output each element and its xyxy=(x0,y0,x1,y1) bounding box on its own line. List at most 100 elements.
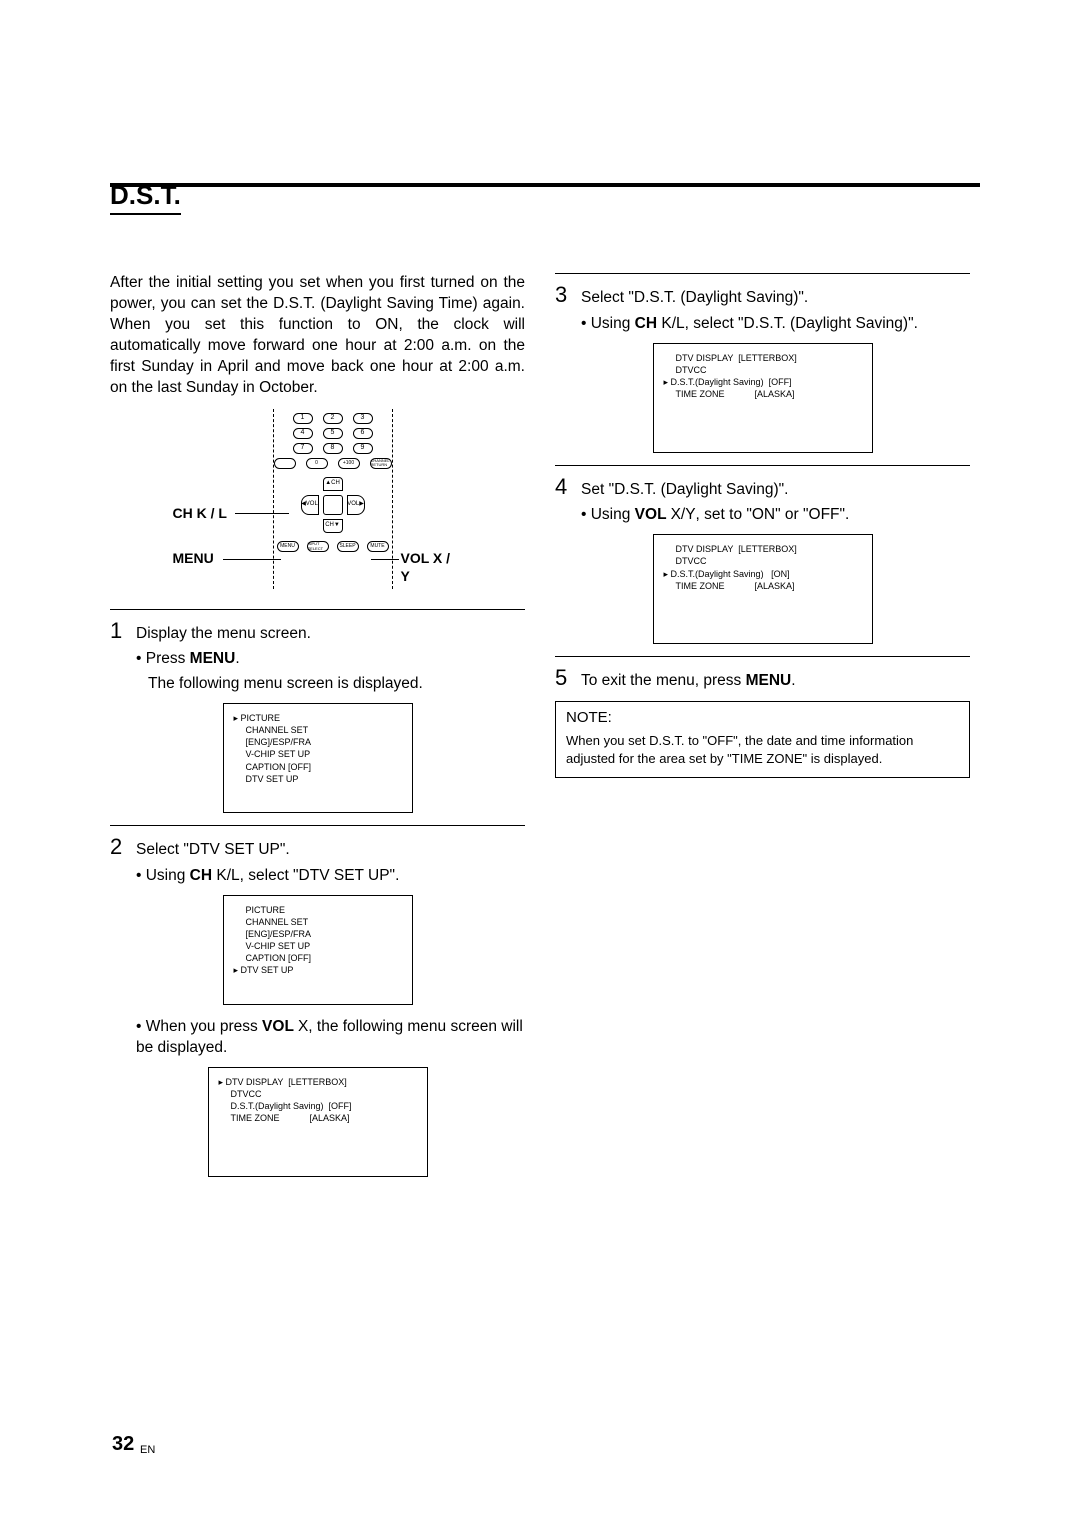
numkey-9: 9 xyxy=(353,443,373,454)
numkey-4: 4 xyxy=(293,428,313,439)
osd-dtv-2: DTV DISPLAY [LETTERBOX] DTVCC D.S.T.(Day… xyxy=(653,343,873,453)
rule-2 xyxy=(110,825,525,826)
step-2: 2 Select "DTV SET UP". xyxy=(110,832,525,862)
osd4-l1: DTV DISPLAY [LETTERBOX] xyxy=(664,352,862,364)
osd2-l1: PICTURE xyxy=(234,904,402,916)
step2-num: 2 xyxy=(110,832,128,862)
callout-line-ch xyxy=(235,513,289,514)
dpad-right: VOL▶ xyxy=(347,495,365,515)
osd5-l1: DTV DISPLAY [LETTERBOX] xyxy=(664,543,862,555)
step1-line2: The following menu screen is displayed. xyxy=(148,674,525,695)
dpad-center xyxy=(323,495,343,515)
rule-3 xyxy=(555,273,970,274)
numkey-5: 5 xyxy=(323,428,343,439)
s1b-c: . xyxy=(235,650,239,667)
right-column: 3 Select "D.S.T. (Daylight Saving)". Usi… xyxy=(555,273,970,1189)
s4-c: , set to "ON" or "OFF". xyxy=(696,506,850,523)
callout-vol: VOL X / Y xyxy=(401,549,463,587)
numkey-1: 1 xyxy=(293,413,313,424)
s2l2-b: VOL xyxy=(262,1018,298,1035)
s2-b: CH xyxy=(190,867,217,884)
dpad-up: ▲CH xyxy=(323,477,343,491)
osd3-l4: TIME ZONE [ALASKA] xyxy=(219,1112,417,1124)
osd2-l6: DTV SET UP xyxy=(234,964,402,976)
s5-b: MENU xyxy=(746,672,792,689)
osd-dtv-1: DTV DISPLAY [LETTERBOX] DTVCC D.S.T.(Day… xyxy=(208,1067,428,1177)
numkey-3: 3 xyxy=(353,413,373,424)
osd2-l5: CAPTION [OFF] xyxy=(234,952,402,964)
remote-diagram: 1 2 3 4 5 6 7 8 9 xyxy=(173,409,463,599)
key-100: +100 xyxy=(338,458,360,469)
osd1-l1: PICTURE xyxy=(234,712,402,724)
numkey-0: 0 xyxy=(306,458,328,469)
s2-a: Using xyxy=(146,867,190,884)
osd5-l4: TIME ZONE [ALASKA] xyxy=(664,580,862,592)
osd-dtv-3: DTV DISPLAY [LETTERBOX] DTVCC D.S.T.(Day… xyxy=(653,534,873,644)
osd2-l4: V-CHIP SET UP xyxy=(234,940,402,952)
key-mute: MUTE xyxy=(367,541,389,552)
osd4-l3: D.S.T.(Daylight Saving) [OFF] xyxy=(664,376,862,388)
osd3-l1: DTV DISPLAY [LETTERBOX] xyxy=(219,1076,417,1088)
rule-5 xyxy=(555,656,970,657)
osd4-l2: DTVCC xyxy=(664,364,862,376)
intro-text: After the initial setting you set when y… xyxy=(110,273,525,399)
osd1-l4: V-CHIP SET UP xyxy=(234,748,402,760)
osd-main-menu-1: PICTURE CHANNEL SET [ENG]/ESP/FRA V-CHIP… xyxy=(223,703,413,813)
step1-bullet: Press MENU. xyxy=(136,649,525,670)
step2-text: Select "DTV SET UP". xyxy=(136,840,525,861)
step4-bullet: Using VOL X/Y, set to "ON" or "OFF". xyxy=(581,505,970,526)
osd1-l5: CAPTION [OFF] xyxy=(234,761,402,773)
dpad: ▲CH CH▼ ◀VOL VOL▶ xyxy=(293,475,373,535)
page-content: D.S.T. After the initial setting you set… xyxy=(110,180,970,1189)
key-menu: MENU xyxy=(277,541,299,552)
step4-text: Set "D.S.T. (Daylight Saving)". xyxy=(581,480,970,501)
osd5-l3: D.S.T.(Daylight Saving) [ON] xyxy=(664,568,862,580)
osd4-l4: TIME ZONE [ALASKA] xyxy=(664,388,862,400)
numkey-8: 8 xyxy=(323,443,343,454)
osd2-l3: [ENG]/ESP/FRA xyxy=(234,928,402,940)
step3-bullet: Using CH K/L, select "D.S.T. (Daylight S… xyxy=(581,314,970,335)
section-title: D.S.T. xyxy=(110,180,181,215)
osd3-l2: DTVCC xyxy=(219,1088,417,1100)
s3-c: , select "D.S.T. (Daylight Saving)". xyxy=(685,315,918,332)
rule-4 xyxy=(555,465,970,466)
s1b-a: Press xyxy=(146,650,190,667)
dpad-down: CH▼ xyxy=(323,519,343,533)
page-number: 32 xyxy=(112,1433,134,1456)
step3-text: Select "D.S.T. (Daylight Saving)". xyxy=(581,288,970,309)
note-text: When you set D.S.T. to "OFF", the date a… xyxy=(566,732,959,767)
numkey-6: 6 xyxy=(353,428,373,439)
s2-sym: K/L xyxy=(216,867,239,884)
callout-line-vol xyxy=(371,559,399,560)
s4-sym: X/Y xyxy=(671,506,696,523)
callout-vol-bold: VOL xyxy=(401,550,430,566)
numkey-2: 2 xyxy=(323,413,343,424)
rule-1 xyxy=(110,609,525,610)
s3-a: Using xyxy=(591,315,635,332)
osd-main-menu-2: PICTURE CHANNEL SET [ENG]/ESP/FRA V-CHIP… xyxy=(223,895,413,1005)
step-3: 3 Select "D.S.T. (Daylight Saving)". xyxy=(555,280,970,310)
step1-text: Display the menu screen. xyxy=(136,624,525,645)
key-blank xyxy=(274,458,296,469)
key-input: INPUT SELECT xyxy=(307,541,329,552)
s3-sym: K/L xyxy=(661,315,684,332)
s4-b: VOL xyxy=(635,506,671,523)
left-column: After the initial setting you set when y… xyxy=(110,273,525,1189)
key-sleep: SLEEP xyxy=(337,541,359,552)
s2-c: , select "DTV SET UP". xyxy=(240,867,400,884)
page-lang: EN xyxy=(140,1444,155,1456)
step-5: 5 To exit the menu, press MENU. xyxy=(555,663,970,693)
osd1-l2: CHANNEL SET xyxy=(234,724,402,736)
s4-a: Using xyxy=(591,506,635,523)
osd1-l6: DTV SET UP xyxy=(234,773,402,785)
osd2-l2: CHANNEL SET xyxy=(234,916,402,928)
s5-a: To exit the menu, press xyxy=(581,672,746,689)
s2l2-sym: X xyxy=(298,1018,308,1035)
remote-body: 1 2 3 4 5 6 7 8 9 xyxy=(273,409,393,589)
callout-menu-text: MENU xyxy=(173,550,214,566)
dpad-left: ◀VOL xyxy=(301,495,319,515)
s2l2-a: When you press xyxy=(146,1018,262,1035)
callout-ch: CH K / L xyxy=(173,504,227,523)
two-columns: After the initial setting you set when y… xyxy=(110,273,970,1189)
step-4: 4 Set "D.S.T. (Daylight Saving)". xyxy=(555,472,970,502)
